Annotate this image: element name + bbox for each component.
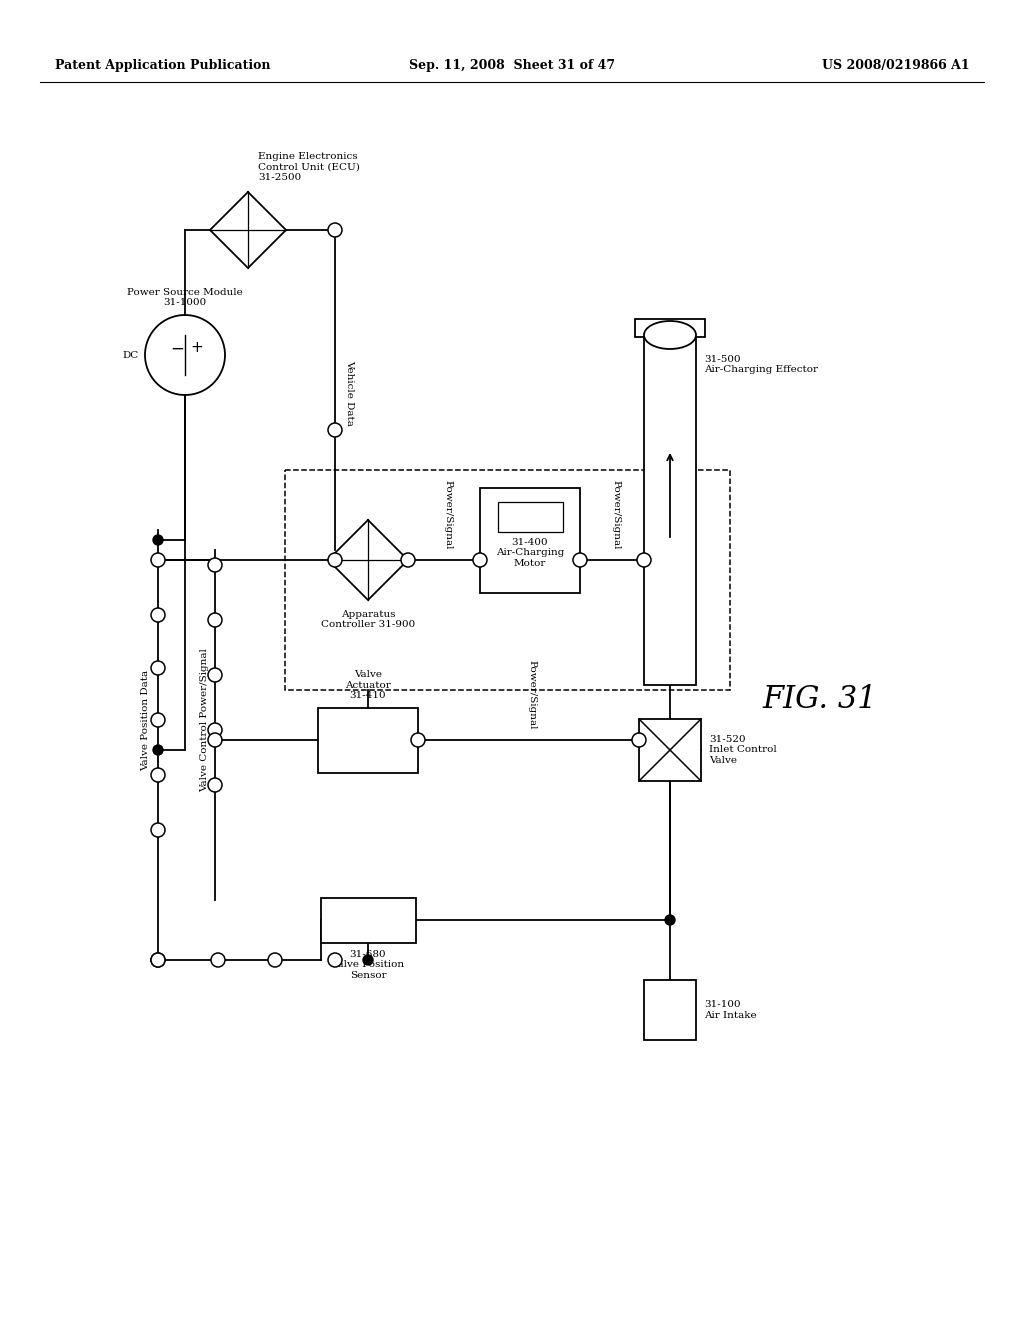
Circle shape: [637, 553, 651, 568]
Text: 31-500
Air-Charging Effector: 31-500 Air-Charging Effector: [705, 355, 818, 375]
Text: US 2008/0219866 A1: US 2008/0219866 A1: [822, 58, 970, 71]
Text: Patent Application Publication: Patent Application Publication: [55, 58, 270, 71]
Bar: [644, 979, 696, 1040]
Ellipse shape: [644, 321, 696, 348]
Text: Power/Signal: Power/Signal: [527, 660, 537, 730]
Circle shape: [151, 822, 165, 837]
Text: 31-100
Air Intake: 31-100 Air Intake: [705, 1001, 757, 1019]
Circle shape: [401, 553, 415, 568]
Bar: [644, 335, 696, 685]
Circle shape: [151, 768, 165, 781]
Bar: [635, 319, 706, 337]
Text: Power Source Module
31-1000: Power Source Module 31-1000: [127, 288, 243, 308]
Circle shape: [151, 661, 165, 675]
Text: Apparatus
Controller 31-900: Apparatus Controller 31-900: [321, 610, 415, 630]
Circle shape: [208, 612, 222, 627]
Text: −: −: [170, 341, 184, 358]
Text: 31-680
Valve Position
Sensor: 31-680 Valve Position Sensor: [332, 950, 404, 979]
Bar: [498, 502, 562, 532]
Circle shape: [665, 915, 675, 925]
Circle shape: [632, 733, 646, 747]
Text: Power/Signal: Power/Signal: [443, 480, 453, 550]
Text: DC: DC: [123, 351, 139, 359]
Circle shape: [208, 668, 222, 682]
Circle shape: [151, 953, 165, 968]
Text: Engine Electronics
Control Unit (ECU)
31-2500: Engine Electronics Control Unit (ECU) 31…: [258, 152, 359, 182]
Circle shape: [208, 558, 222, 572]
Text: FIG. 31: FIG. 31: [763, 685, 878, 715]
Circle shape: [151, 609, 165, 622]
Text: +: +: [190, 339, 204, 355]
Circle shape: [328, 422, 342, 437]
Text: Power/Signal: Power/Signal: [611, 480, 621, 550]
Circle shape: [151, 713, 165, 727]
Circle shape: [151, 553, 165, 568]
Circle shape: [151, 953, 165, 968]
Circle shape: [208, 777, 222, 792]
Text: 31-400
Air-Charging
Motor: 31-400 Air-Charging Motor: [496, 537, 564, 568]
Circle shape: [328, 953, 342, 968]
Circle shape: [208, 723, 222, 737]
Circle shape: [573, 553, 587, 568]
Circle shape: [153, 744, 163, 755]
Bar: [480, 487, 580, 593]
Circle shape: [208, 733, 222, 747]
Text: Valve Position Data: Valve Position Data: [141, 669, 151, 771]
Bar: [639, 719, 701, 781]
Text: Valve
Actuator
31-410: Valve Actuator 31-410: [345, 671, 391, 700]
Circle shape: [153, 535, 163, 545]
Text: Sep. 11, 2008  Sheet 31 of 47: Sep. 11, 2008 Sheet 31 of 47: [409, 58, 615, 71]
Circle shape: [328, 553, 342, 568]
Text: 31-520
Inlet Control
Valve: 31-520 Inlet Control Valve: [709, 735, 777, 764]
Bar: [285, 470, 730, 690]
Text: Vehicle Data: Vehicle Data: [345, 360, 354, 426]
Circle shape: [211, 953, 225, 968]
Circle shape: [362, 954, 373, 965]
Circle shape: [473, 553, 487, 568]
Bar: [321, 898, 416, 942]
Bar: [318, 708, 418, 772]
Text: Valve Control Power/Signal: Valve Control Power/Signal: [201, 648, 210, 792]
Circle shape: [268, 953, 282, 968]
Circle shape: [411, 733, 425, 747]
Circle shape: [328, 223, 342, 238]
